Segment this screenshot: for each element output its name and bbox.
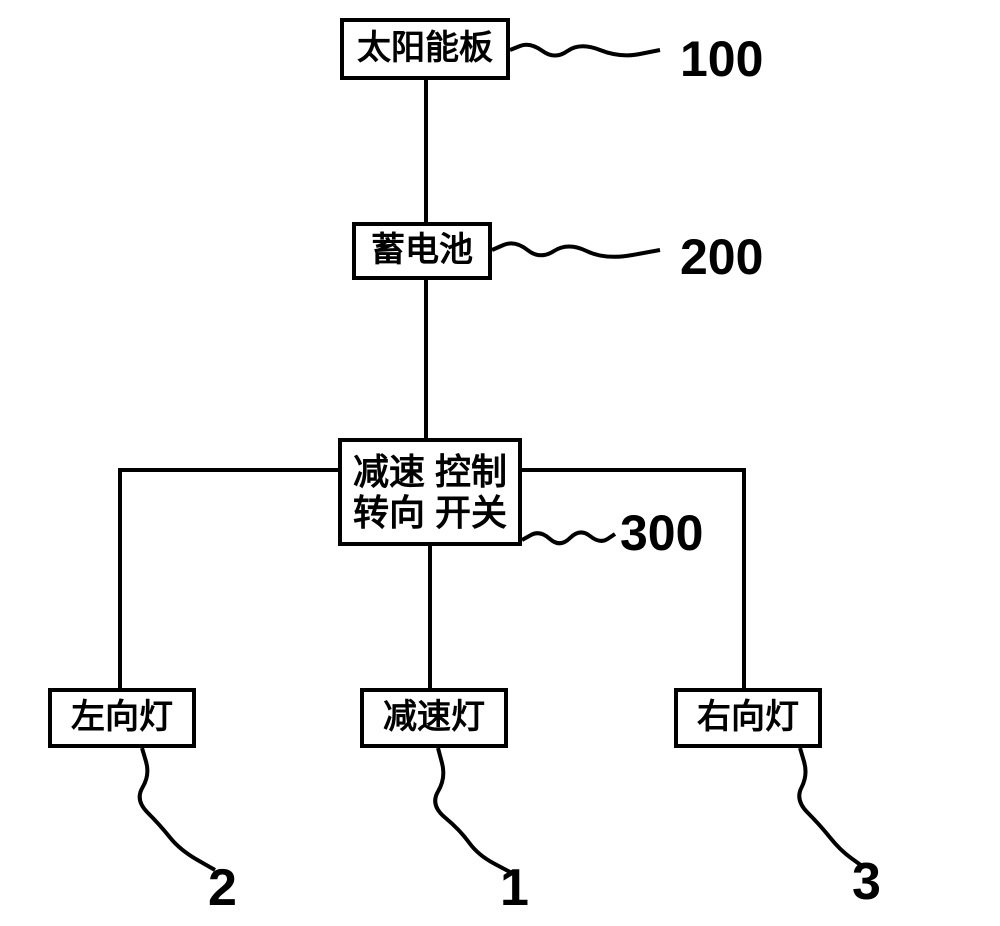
ref-label-300: 300 [620, 504, 703, 562]
leader-300 [522, 532, 615, 543]
leader-3 [799, 748, 862, 866]
node-battery: 蓄电池 [352, 222, 492, 280]
ref-label-2: 2 [208, 858, 237, 918]
leader-2 [140, 748, 215, 870]
ref-label-100: 100 [680, 30, 763, 88]
node-switch: 减速转向控制开关 [338, 438, 522, 546]
node-solar: 太阳能板 [340, 18, 510, 80]
ref-label-3: 3 [852, 852, 881, 912]
block-diagram: 太阳能板蓄电池减速转向控制开关左向灯 减速灯 右向灯 100 200 300 2 1 3 [0, 0, 1000, 926]
leader-100 [510, 45, 660, 56]
ref-label-1: 1 [500, 858, 529, 918]
node-right: 右向灯 [674, 688, 822, 748]
ref-label-200: 200 [680, 228, 763, 286]
edge-switch-left [120, 470, 338, 688]
leader-200 [492, 243, 660, 256]
node-left: 左向灯 [48, 688, 196, 748]
node-decel: 减速灯 [360, 688, 508, 748]
edge-switch-right [522, 470, 744, 688]
leader-1 [435, 748, 510, 872]
